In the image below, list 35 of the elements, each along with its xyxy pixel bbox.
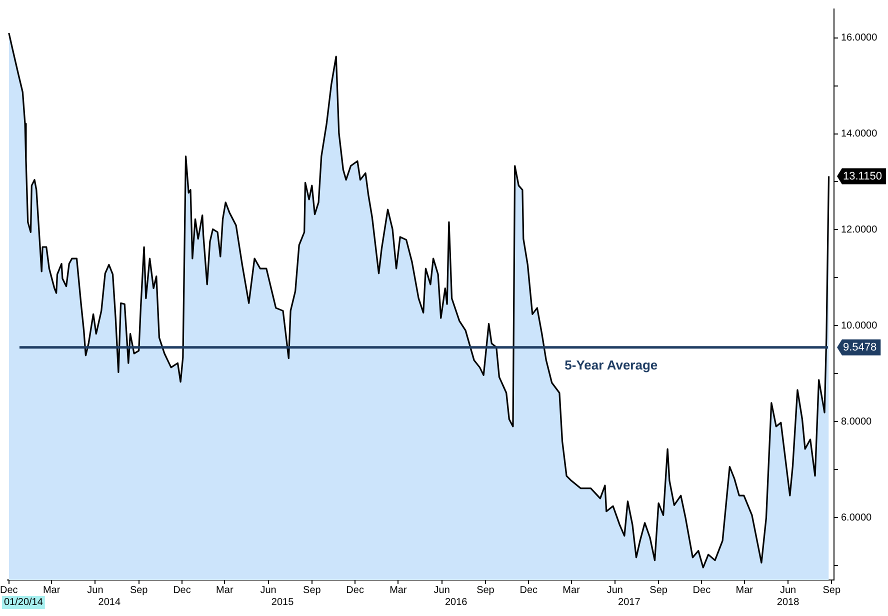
y-tick-label: 16.0000 [841,32,878,44]
x-tick-label: Dec [692,584,711,596]
y-tick-label: 6.0000 [841,512,872,524]
x-tick-label: Jun [87,584,104,596]
x-tick-label: Sep [130,584,148,596]
x-tick-label: Dec [346,584,364,596]
annotation: 9.5478 [843,341,877,354]
y-tick-label: 12.0000 [841,224,878,236]
x2-tick-label: 2016 [444,596,468,608]
x-tick-label: Sep [822,584,841,596]
x-tick-label: Jun [434,584,450,596]
x-tick-label: Mar [390,584,408,596]
x-tick-label: Jun [780,584,796,596]
y-tick-label: 14.0000 [841,128,878,140]
x-tick-label: Dec [0,584,18,596]
x2-tick-label: 2018 [776,596,800,608]
x-tick-label: Sep [476,584,495,596]
x-tick-label: Mar [736,584,754,596]
x-tick-label: Sep [303,584,322,596]
x-tick-label: Jun [606,584,623,596]
ref-line-label: 5-Year Average [564,357,658,372]
text: 01/20/14 [4,596,44,608]
x-tick-label: Jun [260,584,276,596]
annotation: 13.1150 [843,170,882,182]
y-tick-label: 8.0000 [841,416,872,428]
y-tick-label: 10.0000 [841,320,878,332]
x-tick-label: Dec [520,584,538,596]
x2-tick-label: 2015 [271,596,294,608]
x-tick-label: Sep [650,584,668,596]
x-tick-label: Dec [173,584,191,596]
x-tick-label: Mar [42,584,61,596]
x2-tick-label: 2017 [618,596,641,608]
x-tick-label: Mar [562,584,581,596]
x2-tick-label: 2014 [98,596,121,608]
x-tick-label: Mar [216,584,234,596]
